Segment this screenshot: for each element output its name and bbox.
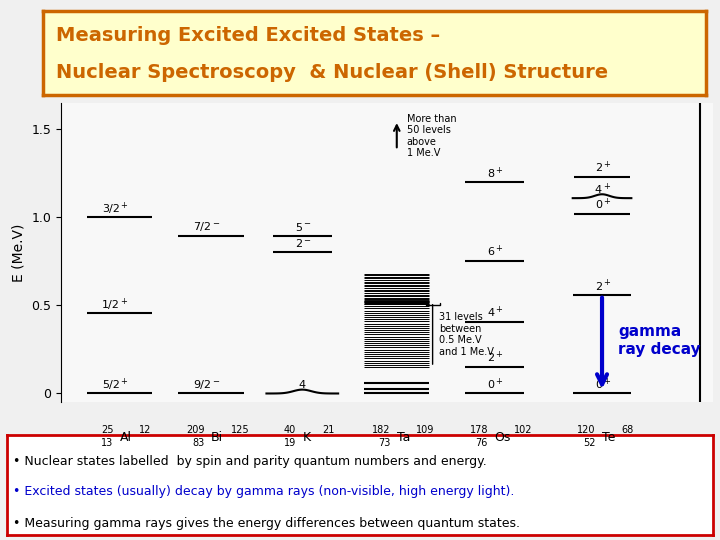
Text: +: + <box>603 197 610 206</box>
Text: +: + <box>120 201 127 210</box>
Text: 12: 12 <box>140 425 152 435</box>
Text: • Excited states (usually) decay by gamma rays (non-visible, high energy light).: • Excited states (usually) decay by gamm… <box>13 485 514 498</box>
Text: 7/2: 7/2 <box>193 222 211 232</box>
Text: +: + <box>120 296 127 306</box>
Text: 6: 6 <box>487 247 495 258</box>
Text: −: − <box>303 219 310 228</box>
Text: 0: 0 <box>487 380 495 390</box>
Text: Nuclear Spectroscopy  & Nuclear (Shell) Structure: Nuclear Spectroscopy & Nuclear (Shell) S… <box>56 63 608 82</box>
Text: +: + <box>603 377 610 386</box>
Text: 2: 2 <box>595 281 602 292</box>
Text: 9/2: 9/2 <box>193 380 211 390</box>
Text: −: − <box>212 219 219 228</box>
Text: Os: Os <box>495 430 511 443</box>
Text: 40: 40 <box>284 425 296 435</box>
Text: Ta: Ta <box>397 430 410 443</box>
Text: • Nuclear states labelled  by spin and parity quantum numbers and energy.: • Nuclear states labelled by spin and pa… <box>13 455 487 468</box>
Text: gamma
ray decay: gamma ray decay <box>618 325 701 357</box>
Text: 4: 4 <box>595 185 602 195</box>
Text: Bi: Bi <box>211 430 223 443</box>
Text: 0: 0 <box>595 380 602 390</box>
Text: 2: 2 <box>595 164 602 173</box>
Text: +: + <box>495 305 502 314</box>
Text: +: + <box>603 278 610 287</box>
Text: +: + <box>495 244 502 253</box>
Text: Te: Te <box>602 430 616 443</box>
Text: 178: 178 <box>469 425 488 435</box>
Text: +: + <box>603 181 610 191</box>
Text: 1/2: 1/2 <box>102 300 120 310</box>
Text: More than
50 levels
above
1 Me.V: More than 50 levels above 1 Me.V <box>407 114 456 159</box>
Text: 209: 209 <box>186 425 204 435</box>
Text: 2: 2 <box>295 239 302 249</box>
Text: 120: 120 <box>577 425 595 435</box>
Text: −: − <box>212 377 219 386</box>
Text: +: + <box>495 166 502 175</box>
Text: 182: 182 <box>372 425 390 435</box>
Text: +: + <box>495 377 502 386</box>
Text: 13: 13 <box>101 437 113 448</box>
Text: 83: 83 <box>192 437 204 448</box>
Text: Al: Al <box>120 430 132 443</box>
Text: 2: 2 <box>487 353 495 363</box>
Text: +: + <box>120 377 127 386</box>
Text: 76: 76 <box>476 437 488 448</box>
Text: +: + <box>495 350 502 359</box>
Text: 102: 102 <box>514 425 533 435</box>
Text: • Measuring gamma rays gives the energy differences between quantum states.: • Measuring gamma rays gives the energy … <box>13 517 520 530</box>
Text: 0: 0 <box>595 200 602 211</box>
Text: 4: 4 <box>299 380 306 390</box>
Text: 5: 5 <box>295 223 302 233</box>
Y-axis label: E (Me.V): E (Me.V) <box>12 223 26 282</box>
Text: 3/2: 3/2 <box>102 204 120 214</box>
Text: 5/2: 5/2 <box>102 380 120 390</box>
Text: −: − <box>303 236 310 245</box>
Text: Measuring Excited Excited States –: Measuring Excited Excited States – <box>56 26 441 45</box>
Text: 73: 73 <box>378 437 390 448</box>
Text: 125: 125 <box>230 425 249 435</box>
Text: 109: 109 <box>416 425 435 435</box>
Text: 25: 25 <box>101 425 113 435</box>
Text: 68: 68 <box>621 425 634 435</box>
Text: +: + <box>603 160 610 169</box>
Text: 4: 4 <box>487 308 495 319</box>
Text: 8: 8 <box>487 169 495 179</box>
Text: 52: 52 <box>583 437 595 448</box>
Text: 21: 21 <box>322 425 334 435</box>
Text: 31 levels
between
0.5 Me.V
and 1 Me.V: 31 levels between 0.5 Me.V and 1 Me.V <box>439 312 494 357</box>
Text: 19: 19 <box>284 437 296 448</box>
Text: K: K <box>302 430 310 443</box>
